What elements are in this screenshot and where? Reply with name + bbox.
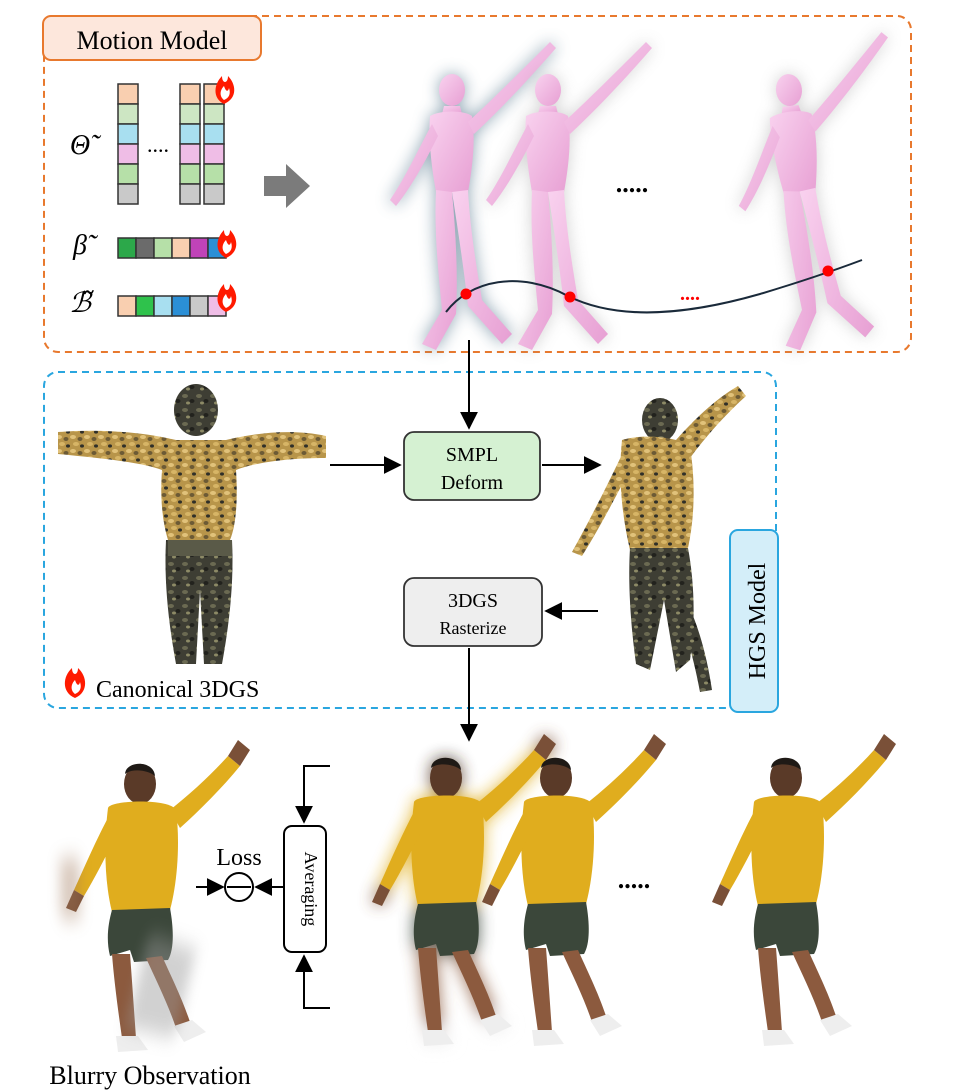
- rasterize-line-1: 3DGS: [448, 590, 498, 612]
- beta-label: β̃: [72, 230, 99, 261]
- hgs-model-title-box: [729, 529, 779, 713]
- trajectory-point: [460, 288, 472, 300]
- beta-vector: [117, 237, 227, 259]
- pose-ellipsis: .....: [616, 169, 649, 198]
- smpl-mesh-1: [390, 42, 556, 350]
- render-ellipsis: .....: [618, 865, 651, 894]
- averaging-box: [283, 825, 327, 953]
- rendered-image-3: [712, 734, 896, 1046]
- rasterize-line-2: Rasterize: [440, 618, 507, 638]
- rasterize-box: [403, 577, 543, 647]
- trajectory-ellipsis: ....: [680, 283, 700, 305]
- posed-3dgs-figure: [572, 386, 746, 692]
- trajectory-point: [564, 291, 576, 303]
- flame-icon: [215, 76, 235, 104]
- canonical-3dgs-figure: [58, 384, 326, 664]
- averaging-label: Averaging: [301, 852, 321, 927]
- theta-column-1: [117, 83, 139, 205]
- smpl-deform-box: [403, 431, 541, 501]
- smpl-deform-line-2: Deform: [441, 472, 504, 494]
- hgs-model-title: HGS Model: [745, 562, 771, 679]
- loss-label: Loss: [216, 845, 261, 871]
- theta-column-2: [179, 83, 201, 205]
- canonical-3dgs-label: Canonical 3DGS: [96, 677, 259, 703]
- flame-icon: [64, 668, 86, 698]
- blurry-observation-label: Blurry Observation: [49, 1061, 250, 1090]
- smpl-mesh-3: [722, 31, 920, 356]
- b-label: ℬ̃: [69, 288, 94, 319]
- block-arrow-icon: [264, 164, 310, 208]
- motion-model-title: Motion Model: [77, 26, 228, 55]
- arrow-bottom-to-averaging: [295, 954, 330, 1009]
- flame-icon: [217, 230, 237, 258]
- trajectory-curve: [445, 259, 863, 314]
- flame-icon: [217, 284, 237, 312]
- column-ellipsis: ....: [147, 132, 169, 157]
- b-vector: [117, 295, 227, 317]
- motion-model-title-box: [42, 15, 262, 61]
- blurry-observation-image: [60, 740, 251, 1052]
- theta-label: Θ̃: [70, 130, 102, 161]
- motion-model-box: [43, 15, 912, 353]
- smpl-deform-line-1: SMPL: [446, 444, 498, 466]
- trajectory-point: [822, 265, 834, 277]
- arrow-top-to-averaging: [295, 765, 330, 824]
